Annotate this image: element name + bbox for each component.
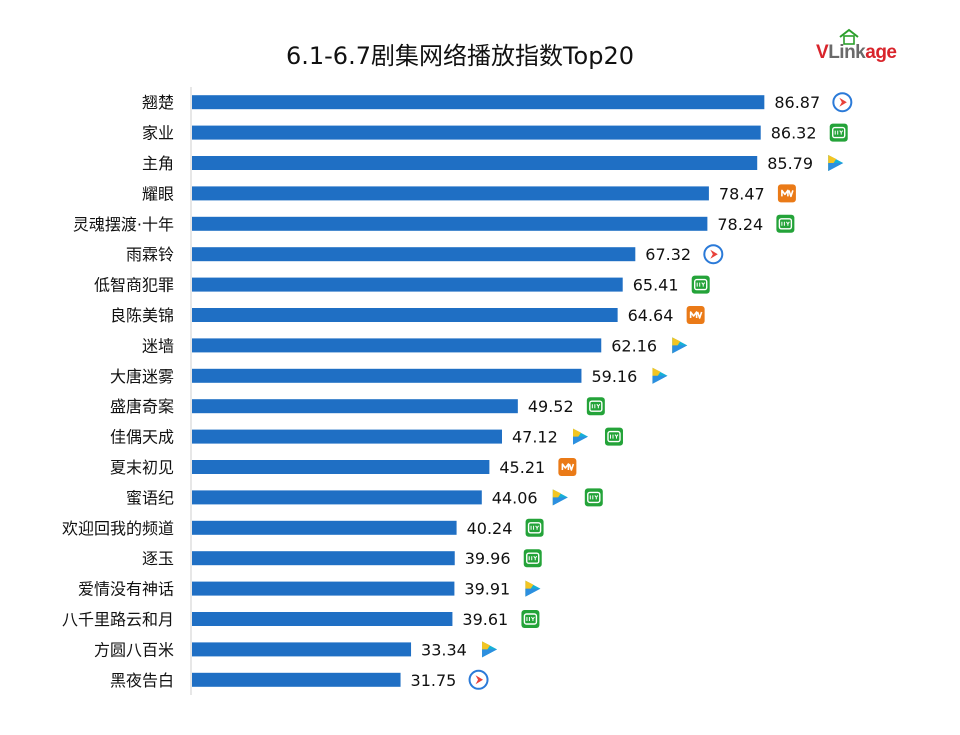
value-label: 78.24 bbox=[717, 215, 763, 234]
bar bbox=[192, 95, 765, 110]
vlinkage-logo: VLinkage bbox=[808, 28, 918, 68]
tencent-video-icon bbox=[468, 669, 489, 690]
bar bbox=[192, 642, 412, 657]
bar bbox=[192, 308, 618, 322]
category-label: 迷墙 bbox=[142, 336, 174, 355]
youku-icon bbox=[572, 428, 588, 445]
value-label: 39.96 bbox=[465, 549, 511, 568]
iqiyi-icon bbox=[523, 549, 542, 568]
value-label: 78.47 bbox=[719, 184, 765, 203]
youku-icon bbox=[552, 489, 568, 506]
bar bbox=[192, 429, 502, 444]
value-label: 59.16 bbox=[591, 367, 637, 386]
bar bbox=[192, 490, 482, 505]
value-label: 67.32 bbox=[645, 245, 691, 264]
value-label: 31.75 bbox=[411, 671, 457, 690]
bar bbox=[192, 368, 582, 383]
category-label: 主角 bbox=[142, 154, 174, 173]
iqiyi-icon bbox=[829, 123, 848, 142]
value-label: 62.16 bbox=[611, 336, 657, 355]
bar bbox=[192, 216, 708, 231]
value-label: 44.06 bbox=[492, 488, 538, 507]
bar bbox=[192, 186, 709, 201]
category-label: 蜜语纪 bbox=[126, 488, 174, 507]
youku-icon bbox=[672, 337, 688, 354]
category-label: 爱情没有神话 bbox=[78, 580, 174, 599]
value-label: 33.34 bbox=[421, 640, 467, 659]
category-label: 盛唐奇案 bbox=[110, 397, 174, 416]
value-label: 47.12 bbox=[512, 428, 558, 447]
iqiyi-icon bbox=[521, 610, 540, 628]
tencent-video-icon bbox=[832, 92, 853, 113]
bar bbox=[192, 247, 636, 262]
iqiyi-icon bbox=[691, 275, 710, 294]
category-label: 逐玉 bbox=[142, 549, 174, 568]
iqiyi-icon bbox=[586, 397, 605, 416]
mango-tv-icon bbox=[558, 458, 577, 476]
logo-mark-icon bbox=[839, 28, 859, 45]
value-label: 86.87 bbox=[774, 93, 820, 112]
logo-text: VLinkage bbox=[816, 42, 897, 63]
iqiyi-icon bbox=[584, 488, 603, 507]
bar bbox=[192, 460, 490, 474]
value-label: 49.52 bbox=[528, 397, 574, 416]
youku-icon bbox=[525, 580, 541, 597]
iqiyi-icon bbox=[525, 518, 544, 537]
category-label: 耀眼 bbox=[142, 184, 174, 203]
category-label: 佳偶天成 bbox=[110, 428, 174, 447]
bar bbox=[192, 277, 623, 292]
value-label: 40.24 bbox=[467, 519, 513, 538]
bar bbox=[192, 551, 455, 566]
mango-tv-icon bbox=[686, 306, 705, 324]
category-label: 欢迎回我的频道 bbox=[62, 519, 174, 538]
tencent-video-icon bbox=[703, 244, 724, 265]
value-label: 45.21 bbox=[499, 458, 545, 477]
category-label: 家业 bbox=[142, 124, 174, 143]
value-label: 86.32 bbox=[771, 124, 817, 143]
value-label: 85.79 bbox=[767, 154, 813, 173]
youku-icon bbox=[828, 155, 844, 171]
value-label: 39.91 bbox=[464, 580, 510, 599]
category-label: 翘楚 bbox=[142, 93, 174, 112]
bar bbox=[192, 125, 761, 140]
category-label: 黑夜告白 bbox=[110, 671, 174, 690]
youku-icon bbox=[652, 367, 668, 384]
youku-icon bbox=[482, 641, 498, 658]
value-label: 65.41 bbox=[633, 276, 679, 295]
value-label: 64.64 bbox=[628, 306, 674, 325]
category-label: 灵魂摆渡·十年 bbox=[73, 215, 174, 234]
category-label: 雨霖铃 bbox=[126, 245, 174, 264]
bar bbox=[192, 520, 457, 535]
bar bbox=[192, 338, 602, 353]
mango-tv-icon bbox=[777, 184, 796, 203]
category-label: 八千里路云和月 bbox=[62, 610, 174, 629]
bar bbox=[192, 612, 453, 626]
category-label: 低智商犯罪 bbox=[94, 276, 174, 295]
bar bbox=[192, 581, 455, 596]
value-label: 39.61 bbox=[462, 610, 508, 629]
category-label: 方圆八百米 bbox=[94, 640, 174, 659]
bar bbox=[192, 156, 758, 170]
iqiyi-icon bbox=[776, 214, 795, 233]
category-label: 大唐迷雾 bbox=[110, 367, 174, 386]
chart-title: 6.1-6.7剧集网络播放指数Top20 bbox=[285, 42, 635, 70]
iqiyi-icon bbox=[604, 427, 623, 446]
category-label: 夏末初见 bbox=[110, 458, 174, 477]
category-label: 良陈美锦 bbox=[110, 306, 174, 325]
bar bbox=[192, 399, 518, 414]
bar bbox=[192, 672, 401, 687]
